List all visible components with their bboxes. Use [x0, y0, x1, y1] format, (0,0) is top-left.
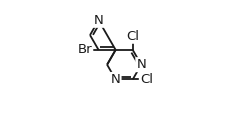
Text: Cl: Cl	[126, 30, 139, 43]
Text: Cl: Cl	[140, 73, 153, 86]
Text: Br: Br	[78, 43, 92, 56]
Text: N: N	[94, 14, 103, 27]
Text: N: N	[111, 73, 121, 86]
Text: N: N	[136, 58, 146, 71]
